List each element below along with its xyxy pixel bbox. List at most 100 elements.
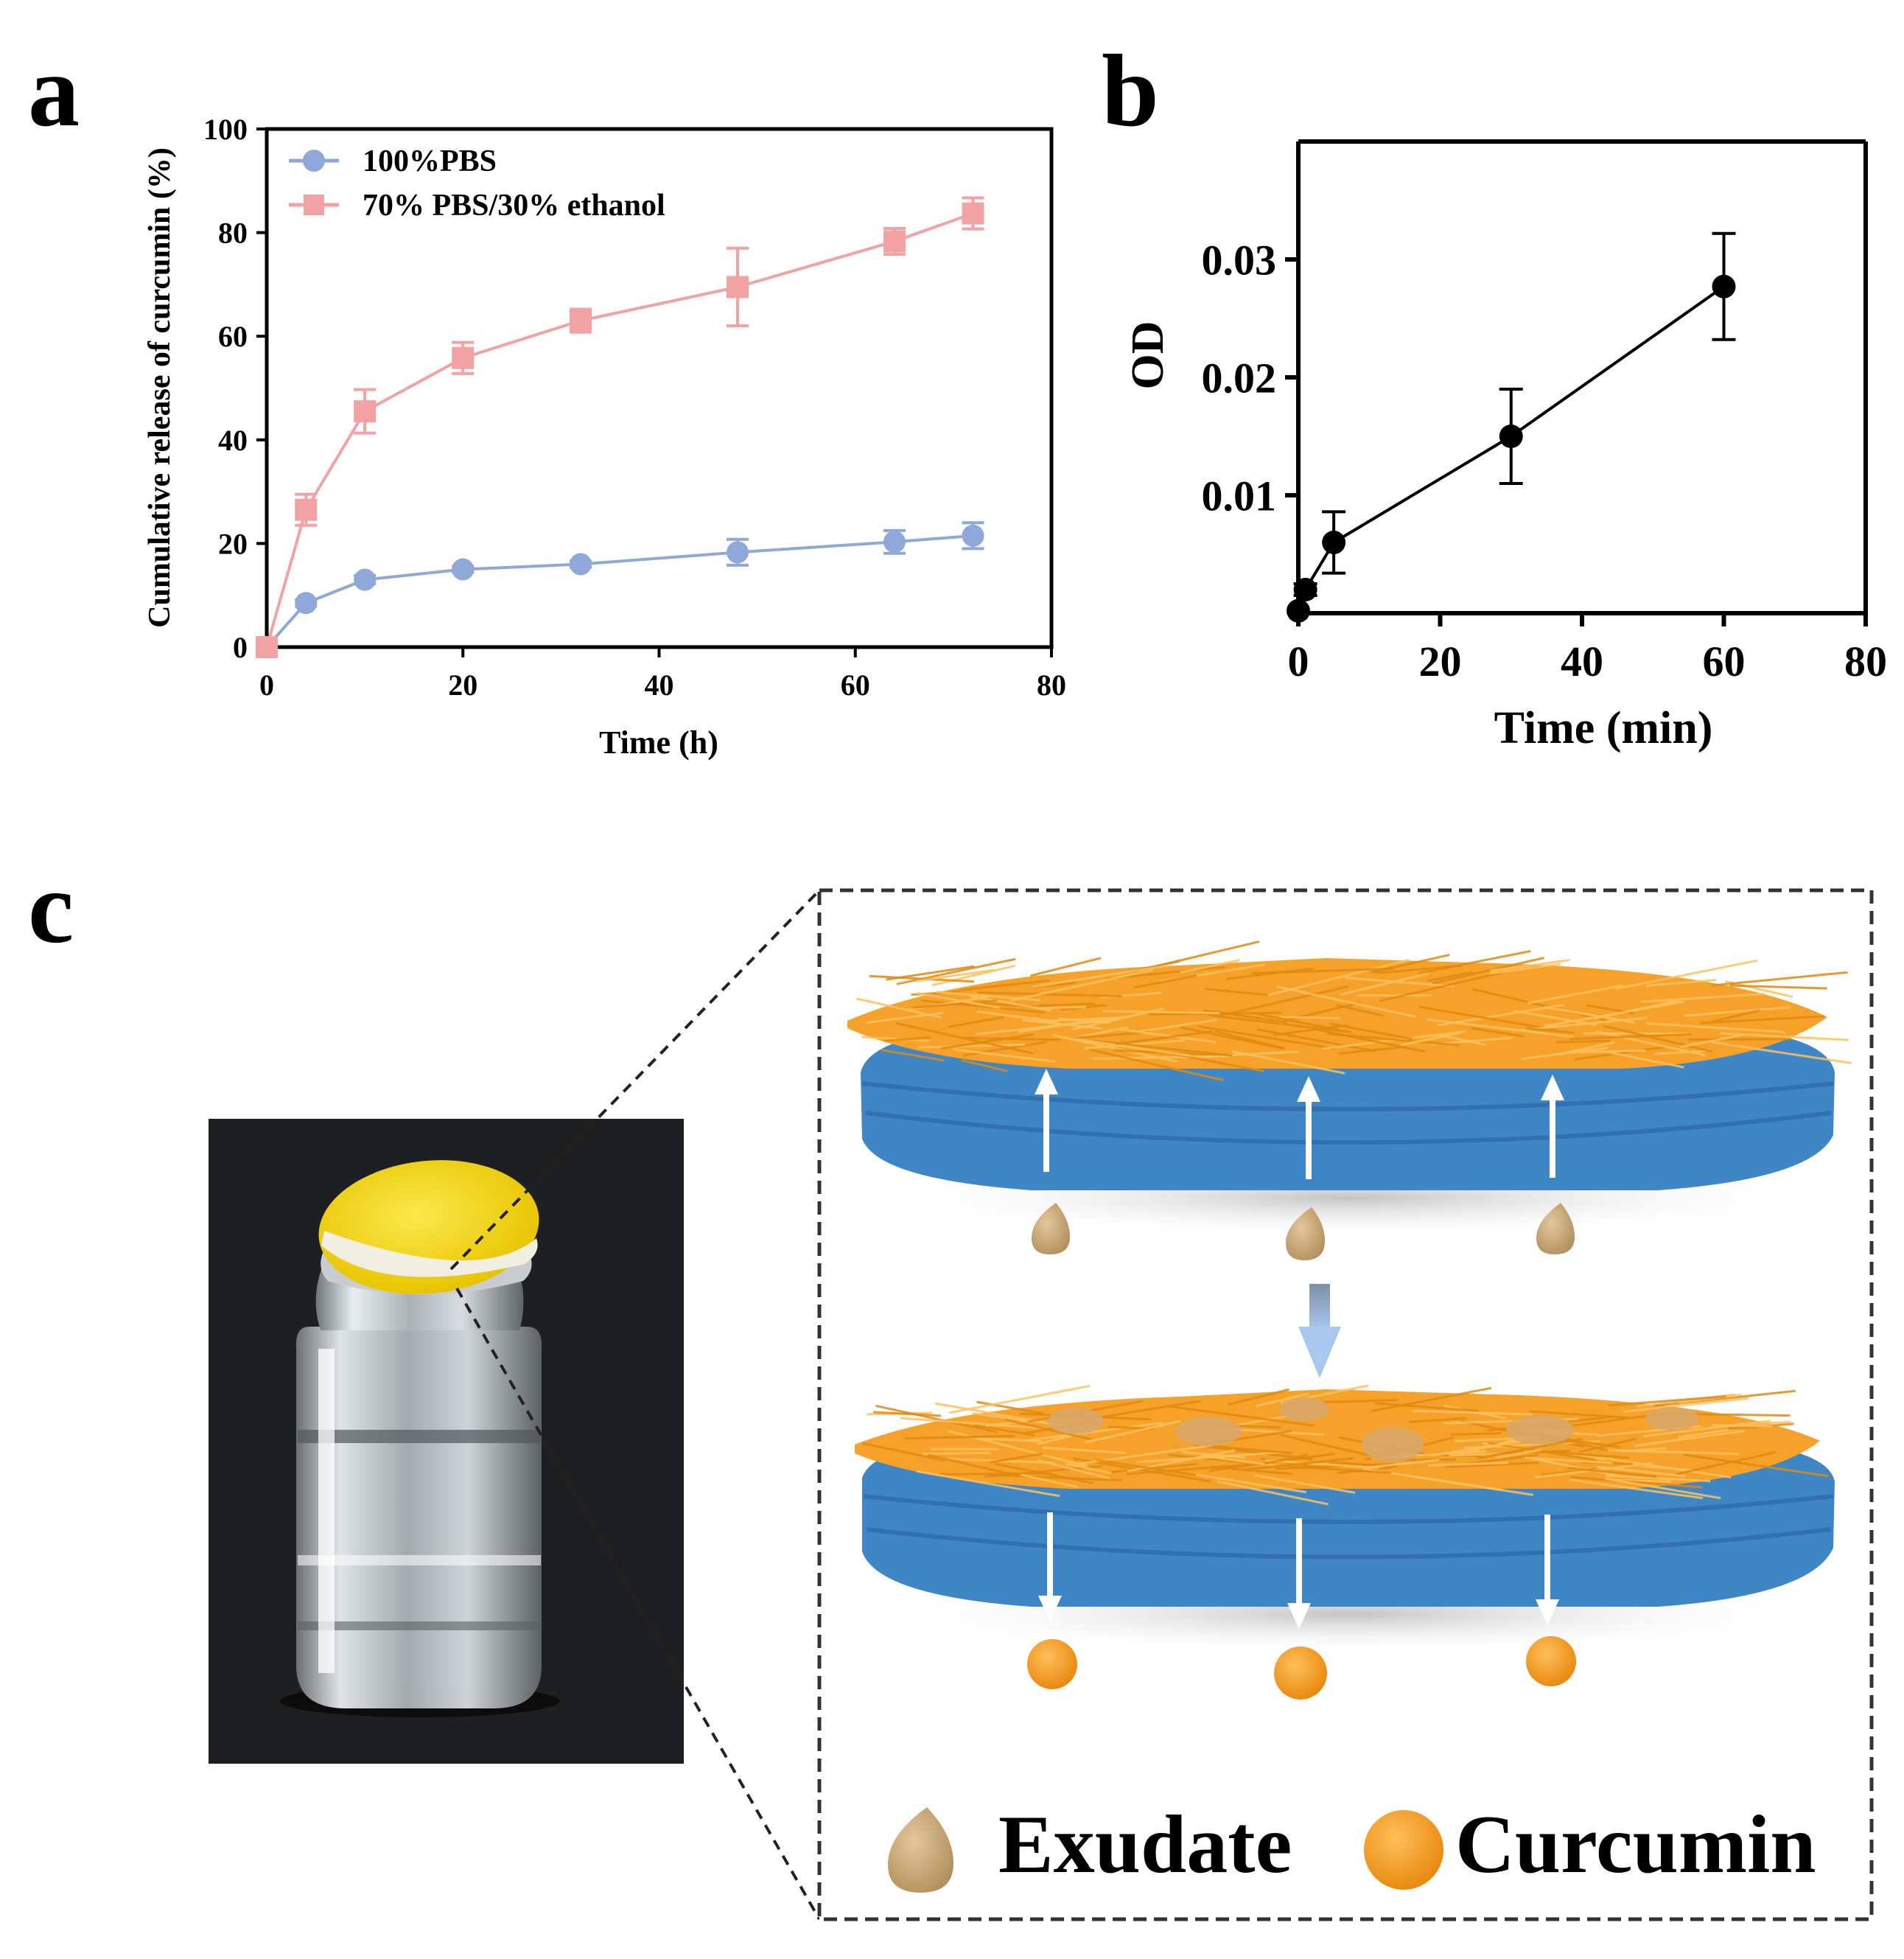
chart-a: 0 20 40 60 80 0 20 40 60 80 100 Time (h) Cumulativ…: [143, 113, 1066, 761]
data-point-square: [256, 636, 278, 658]
fiber-strand: [1168, 1405, 1315, 1427]
chart-b-xlabel: Time (min): [1494, 703, 1713, 753]
fiber-strand: [1037, 1459, 1110, 1480]
data-point-square: [883, 230, 906, 253]
fiber-strand: [1087, 1400, 1202, 1421]
fiber-strand: [1597, 1465, 1686, 1478]
x-tick-label: 60: [1703, 638, 1746, 685]
chart-b-series: [1287, 231, 1736, 623]
transition-arrow: [1298, 1284, 1341, 1378]
fiber-strand: [1418, 950, 1531, 975]
fiber-strand: [1641, 992, 1765, 1003]
fiber-strand: [1427, 1462, 1508, 1467]
data-point-circle: [727, 541, 749, 564]
y-tick-label: 20: [218, 527, 248, 560]
fiber-strand: [1646, 979, 1717, 987]
fiber-strand: [1533, 1449, 1629, 1459]
fiber-strand: [1231, 1414, 1291, 1427]
fiber-strand: [1214, 1030, 1286, 1050]
fiber-strand: [1679, 1034, 1742, 1048]
fiber-strand: [1607, 1395, 1726, 1407]
fiber-strand: [1115, 1030, 1213, 1046]
fiber-strand: [939, 1472, 1052, 1476]
fiber-strand: [1276, 985, 1417, 1019]
legend-marker-ethanol: [304, 195, 324, 215]
fiber-strand: [1408, 1417, 1466, 1423]
fiber-strand: [1254, 1473, 1356, 1494]
fiber-strand: [1519, 1016, 1648, 1032]
fiber-strand: [990, 1452, 1043, 1464]
y-tick-label: 40: [218, 424, 248, 457]
vial-band-1: [298, 1430, 541, 1443]
down-arrow-3: [1536, 1515, 1559, 1625]
fiber-strand: [917, 1043, 1026, 1049]
fiber-strand: [1711, 1041, 1852, 1065]
fiber-strand: [1136, 1450, 1284, 1464]
fiber-strand: [977, 991, 1123, 998]
fiber-strand: [895, 1022, 1033, 1055]
fiber-strand: [1026, 1421, 1163, 1442]
schematic-legend: Exudate Curcumin: [888, 1799, 1816, 1893]
fiber-strand: [976, 1010, 1059, 1023]
y-tick-label: 0.03: [1202, 236, 1277, 284]
fiber-strand: [1578, 1437, 1637, 1453]
fiber-strand: [1316, 1028, 1426, 1053]
fiber-strand: [1527, 984, 1624, 1005]
fiber-strand: [923, 1451, 991, 1456]
x-tick-label: 0: [1288, 638, 1309, 685]
fiber-strand: [1339, 972, 1429, 996]
fiber-strand: [1212, 1445, 1292, 1455]
absorbed-exudate-1: [1048, 1408, 1104, 1434]
fiber-strand: [1180, 1450, 1245, 1459]
legend-curcumin-icon: [1364, 1810, 1443, 1890]
fiber-strand: [1521, 1047, 1609, 1061]
data-point-square: [962, 202, 984, 225]
data-point-circle: [570, 553, 592, 576]
fiber-strand: [1072, 1007, 1165, 1031]
fiber-strand: [1569, 1033, 1692, 1041]
fiber-strand: [1204, 988, 1268, 996]
fiber-strand: [962, 1036, 1061, 1041]
fiber-strand: [1569, 1476, 1703, 1489]
absorption-arrows: [1035, 1069, 1564, 1179]
x-tick-label: 20: [448, 668, 477, 702]
fiber-strand: [1623, 1397, 1749, 1413]
fiber-strand: [1038, 1002, 1096, 1007]
fiber-strand: [1374, 1402, 1479, 1413]
fiber-strand: [1075, 1038, 1191, 1057]
fiber-strand: [1699, 1015, 1824, 1024]
legend-curcumin-label: Curcumin: [1455, 1799, 1816, 1890]
curcumin-particle-2: [1274, 1647, 1327, 1700]
fiber-strand: [1400, 1031, 1462, 1047]
fiber-strand: [1604, 1477, 1721, 1500]
fiber-strand: [1451, 1432, 1502, 1436]
fiber-strand: [1712, 971, 1848, 987]
chart-b-ylabel: OD: [1123, 321, 1173, 390]
fiber-strand: [1287, 1465, 1392, 1474]
legend-label-ethanol: 70% PBS/30% ethanol: [363, 189, 665, 223]
fiber-strand: [866, 1011, 944, 1024]
fiber-strand: [1529, 1410, 1630, 1420]
up-arrow-3: [1541, 1075, 1564, 1178]
fiber-strand: [1427, 971, 1474, 982]
fiber-strand: [1494, 1448, 1541, 1459]
fiber-strand: [1451, 1462, 1539, 1468]
fiber-strand: [1544, 1000, 1685, 1027]
membrane-edge: [321, 1231, 538, 1277]
chart-a-ticks: 0 20 40 60 80 0 20 40 60 80 100: [203, 113, 1066, 702]
chart-a-series: [256, 196, 984, 658]
y-tick-label: 60: [218, 320, 248, 353]
fiber-strand: [1620, 1447, 1667, 1453]
chart-a-ylabel: Cumulative release of curcumin (%): [143, 147, 177, 628]
fiber-strand: [900, 1417, 1046, 1430]
fiber-strand: [1133, 974, 1197, 989]
zoom-line-bottom: [455, 1288, 821, 1920]
fiber-strand: [1567, 1467, 1657, 1478]
absorbed-exudate-2: [1175, 1417, 1242, 1446]
fiber-strand: [1251, 967, 1394, 974]
fiber-strand: [1256, 1012, 1348, 1033]
fiber-strand: [961, 1058, 1008, 1072]
fiber-strand: [1042, 1446, 1127, 1454]
chart-a-xlabel: Time (h): [599, 724, 718, 761]
